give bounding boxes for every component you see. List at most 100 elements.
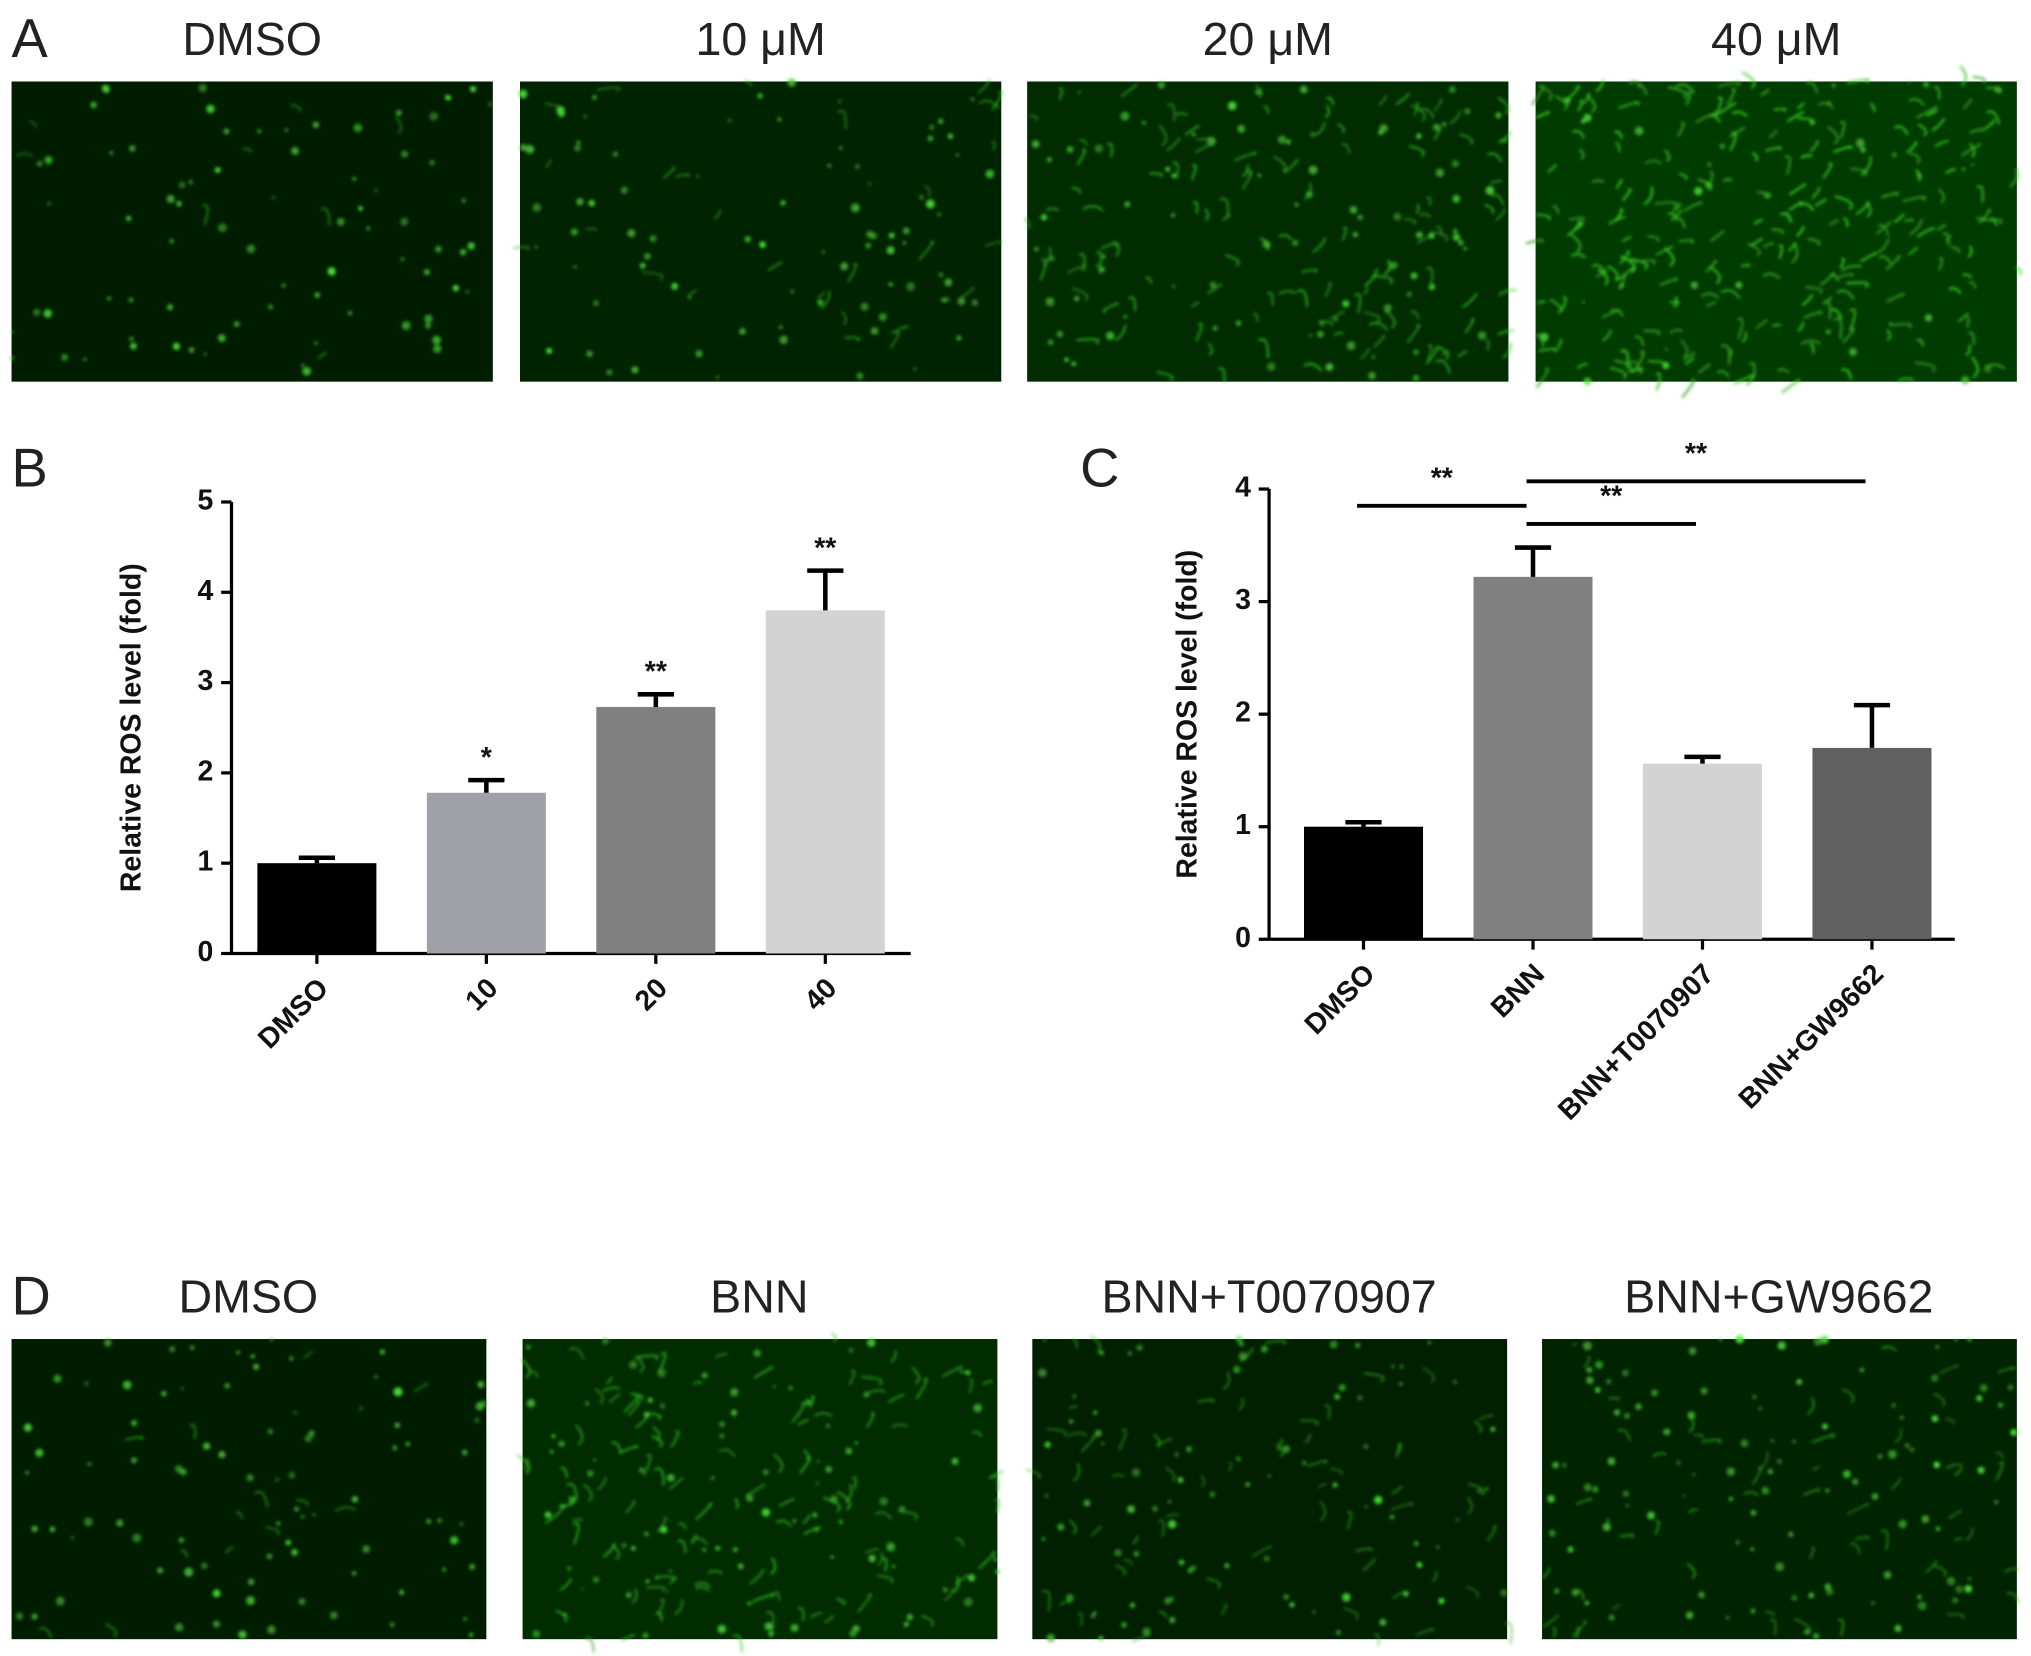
speck — [2009, 168, 2018, 188]
speck — [1144, 276, 1153, 284]
speck — [1355, 1342, 1361, 1348]
speck — [779, 335, 788, 345]
speck — [1869, 103, 1876, 112]
speck — [1935, 1526, 1941, 1532]
speck — [666, 1474, 675, 1482]
speck — [1436, 1545, 1440, 1549]
speck — [1303, 182, 1312, 201]
speck — [1655, 245, 1674, 256]
speck — [1891, 322, 1912, 329]
speck — [1390, 1485, 1404, 1495]
speck — [767, 261, 783, 272]
speck — [1102, 254, 1106, 259]
speck — [845, 1447, 853, 1455]
speck — [1308, 333, 1313, 337]
speck — [1634, 259, 1656, 265]
speck — [1977, 1466, 1985, 1474]
speck — [1654, 201, 1678, 208]
speck — [1254, 84, 1263, 98]
speck — [1372, 274, 1394, 285]
speck — [1174, 1452, 1179, 1457]
speck — [1684, 356, 1695, 365]
speck — [268, 304, 274, 310]
speck — [1619, 1534, 1635, 1538]
speck — [1654, 1520, 1660, 1536]
speck — [1441, 122, 1447, 127]
speck — [272, 195, 276, 200]
speck — [625, 1500, 636, 1514]
speck — [1410, 310, 1420, 320]
panel-label: B — [12, 438, 48, 499]
speck — [1959, 65, 1967, 87]
speck — [1915, 169, 1922, 182]
speck — [1266, 292, 1274, 306]
speck — [1485, 339, 1490, 351]
speck — [625, 1591, 632, 1599]
speck — [546, 347, 553, 354]
y-tick-label: 3 — [1235, 584, 1251, 616]
speck — [1413, 349, 1419, 355]
speck — [1647, 1511, 1656, 1520]
speck — [1611, 1603, 1621, 1611]
speck — [1582, 92, 1591, 105]
speck — [995, 1569, 1000, 1574]
speck — [1349, 206, 1358, 214]
speck — [655, 1576, 659, 1580]
speck — [1363, 1444, 1369, 1449]
speck — [1477, 1488, 1482, 1494]
speck — [1628, 367, 1644, 373]
speck — [1082, 205, 1104, 212]
speck — [1059, 1601, 1072, 1606]
speck — [1068, 1405, 1078, 1410]
speck — [1535, 367, 1550, 389]
speck — [952, 1576, 960, 1594]
speck — [559, 1467, 568, 1479]
speck — [1908, 218, 1924, 236]
speck — [1839, 257, 1845, 269]
speck — [1089, 1334, 1102, 1354]
speck — [1132, 1633, 1151, 1643]
speck — [642, 1632, 649, 1639]
speck — [630, 1545, 636, 1551]
speck — [596, 1476, 607, 1491]
speck — [652, 1426, 661, 1442]
speck — [973, 1403, 983, 1413]
speck — [549, 1450, 554, 1454]
speck — [751, 1593, 776, 1603]
speck — [1908, 98, 1926, 106]
speck — [1098, 1635, 1104, 1641]
speck — [840, 262, 849, 271]
speck — [1324, 104, 1330, 119]
speck — [956, 153, 959, 157]
speck — [993, 1557, 998, 1562]
speck — [1613, 1409, 1621, 1416]
speck — [1567, 222, 1584, 237]
speck — [352, 177, 357, 181]
speck — [631, 366, 639, 374]
speck — [1687, 1508, 1698, 1513]
speck — [1284, 159, 1299, 174]
speck — [1164, 1597, 1172, 1605]
speck — [1950, 246, 1961, 254]
speck — [1490, 1426, 1496, 1432]
speck — [1399, 1365, 1404, 1369]
speck — [728, 119, 732, 122]
speck — [1877, 224, 1890, 236]
speck — [1924, 314, 1933, 322]
speck — [1096, 251, 1103, 267]
speck — [166, 194, 175, 204]
speck — [1694, 111, 1717, 124]
speck — [424, 314, 433, 324]
y-tick-label: 5 — [198, 484, 214, 516]
speck — [429, 112, 439, 121]
speck — [1953, 1537, 1963, 1542]
speck — [433, 344, 442, 354]
speck — [991, 140, 996, 151]
speck — [1064, 357, 1069, 362]
specks — [1024, 81, 1518, 383]
speck — [1207, 342, 1213, 356]
speck — [764, 1622, 773, 1631]
speck — [1264, 1339, 1287, 1346]
speck — [1489, 179, 1502, 185]
speck — [694, 1581, 712, 1588]
